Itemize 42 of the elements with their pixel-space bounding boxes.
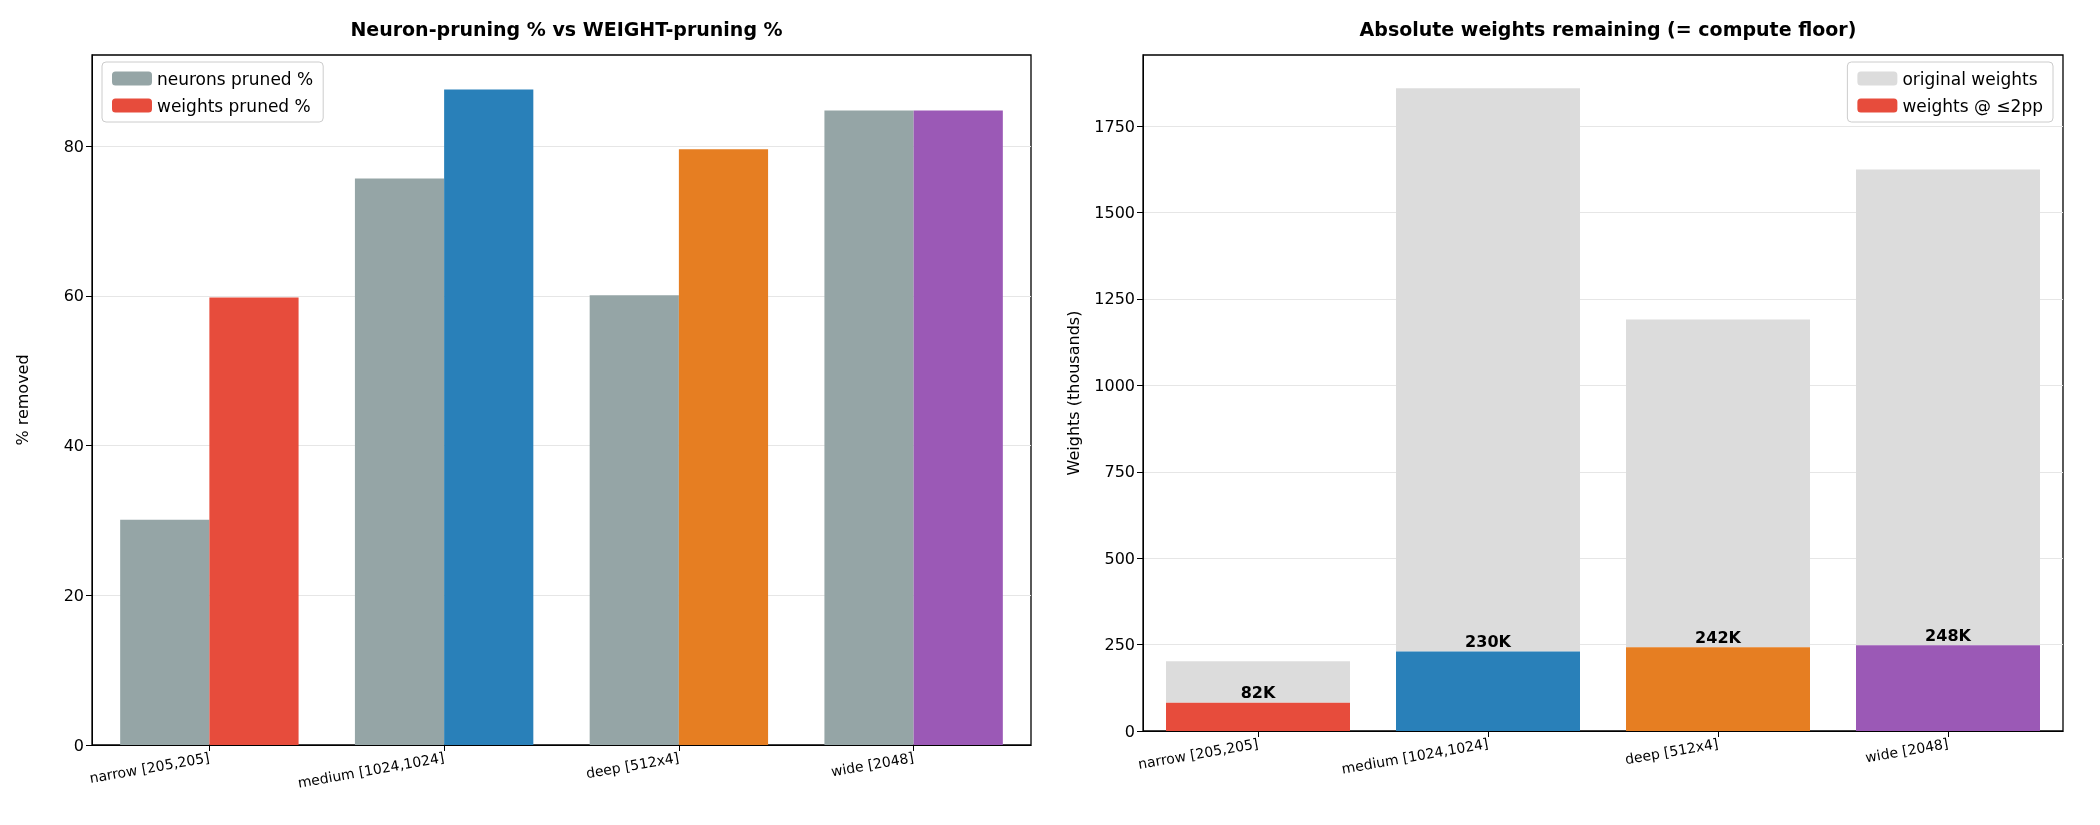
bar bbox=[209, 297, 299, 745]
data-label: 248K bbox=[1925, 625, 1972, 645]
y-tick-label: 1750 bbox=[1094, 116, 1135, 136]
chart-title: Absolute weights remaining (= compute floor) bbox=[1359, 17, 1857, 40]
x-tick-label: wide [2048] bbox=[1864, 735, 1950, 766]
bar bbox=[678, 149, 769, 745]
data-label: 82K bbox=[1240, 683, 1276, 703]
bar bbox=[1856, 645, 2040, 731]
bar bbox=[1166, 661, 1350, 703]
y-tick-label: 40 bbox=[63, 436, 84, 456]
x-tick-label: wide [2048] bbox=[829, 749, 916, 780]
y-tick-label: 500 bbox=[1104, 548, 1135, 568]
chart-title: Neuron-pruning % vs WEIGHT-pruning % bbox=[350, 17, 783, 40]
data-label: 230K bbox=[1465, 632, 1512, 652]
legend-label: neurons pruned % bbox=[157, 68, 314, 89]
x-tick-label: deep [512x4] bbox=[584, 749, 681, 782]
bar bbox=[913, 110, 1003, 745]
bar bbox=[120, 519, 210, 745]
y-tick-label: 250 bbox=[1104, 635, 1135, 655]
y-tick-label: 80 bbox=[63, 136, 84, 156]
legend-label: weights @ ≤2pp bbox=[1902, 95, 2043, 116]
x-tick-label: deep [512x4] bbox=[1623, 735, 1720, 768]
y-tick-label: 1000 bbox=[1094, 375, 1135, 395]
y-tick-label: 20 bbox=[63, 585, 84, 605]
bar bbox=[824, 110, 914, 745]
bar bbox=[589, 295, 679, 745]
bar bbox=[1626, 647, 1810, 731]
y-axis-title: Weights (thousands) bbox=[1063, 310, 1083, 476]
bar bbox=[1396, 651, 1580, 731]
y-tick-label: 0 bbox=[73, 735, 84, 755]
y-axis-title: % removed bbox=[12, 354, 32, 446]
y-tick-label: 1250 bbox=[1094, 289, 1135, 309]
legend-label: original weights bbox=[1902, 68, 2038, 89]
y-tick-label: 1500 bbox=[1094, 203, 1135, 223]
data-label: 242K bbox=[1695, 627, 1742, 647]
y-tick-label: 60 bbox=[63, 286, 84, 306]
bar bbox=[444, 89, 534, 745]
bar bbox=[354, 178, 445, 745]
legend-label: weights pruned % bbox=[157, 95, 311, 116]
y-tick-label: 0 bbox=[1124, 721, 1135, 741]
y-tick-label: 750 bbox=[1104, 462, 1135, 482]
bar bbox=[1166, 702, 1350, 731]
